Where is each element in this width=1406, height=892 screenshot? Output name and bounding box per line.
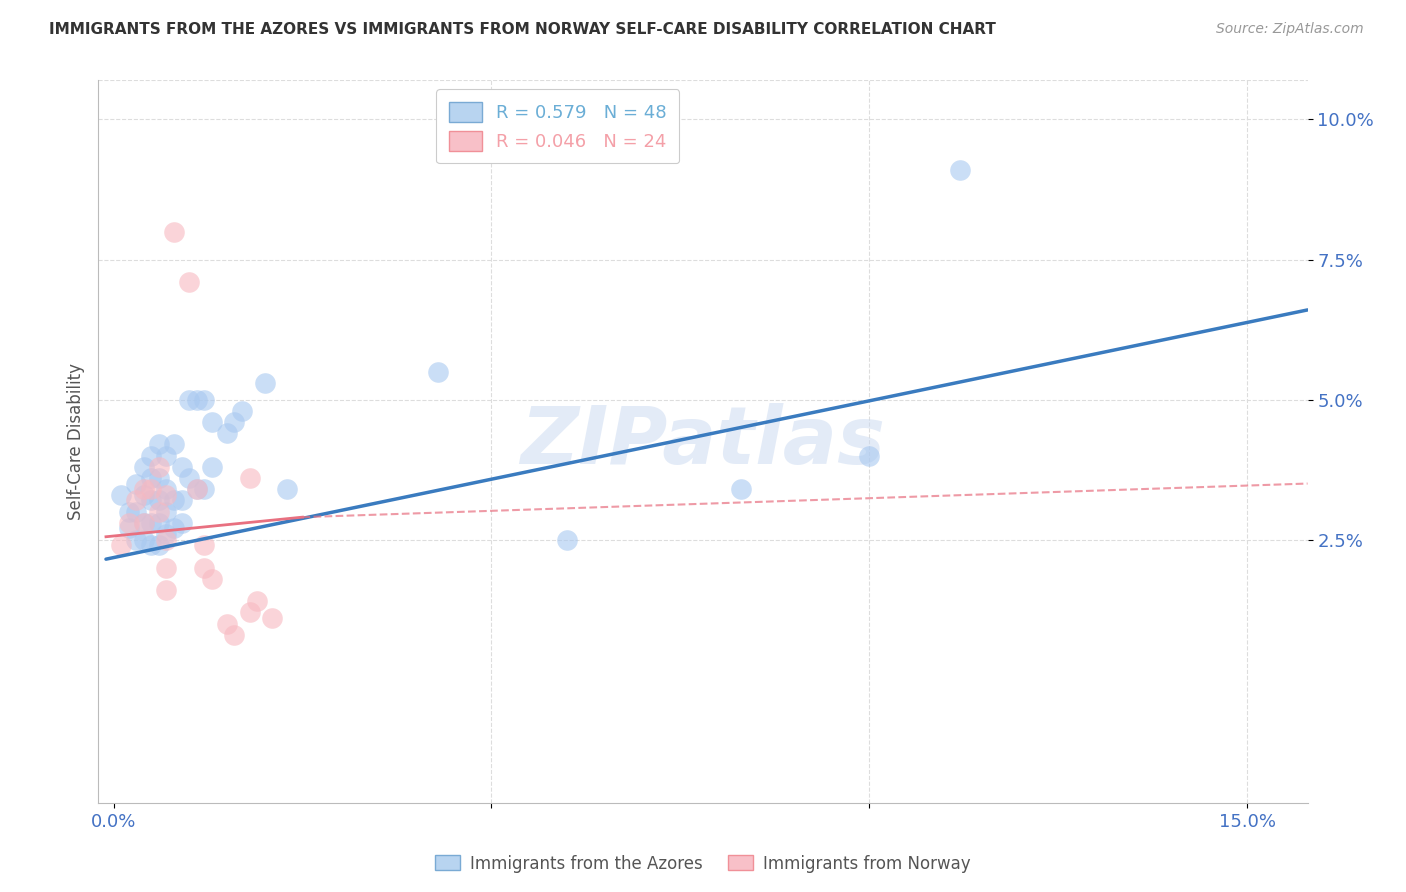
Point: [110, 488, 132, 502]
Y-axis label: Self-Care Disability: Self-Care Disability: [66, 363, 84, 520]
Point: [193, 560, 215, 574]
Point: [179, 275, 201, 289]
Point: [193, 392, 215, 407]
Text: Source: ZipAtlas.com: Source: ZipAtlas.com: [1216, 22, 1364, 37]
Point: [555, 533, 578, 547]
Point: [155, 488, 177, 502]
Point: [141, 493, 163, 508]
Point: [201, 459, 224, 474]
Point: [215, 426, 238, 441]
Point: [201, 415, 224, 429]
Point: [170, 493, 193, 508]
Point: [224, 415, 246, 429]
Point: [246, 594, 269, 608]
Point: [155, 582, 177, 597]
Text: ZIPatlas: ZIPatlas: [520, 402, 886, 481]
Point: [253, 376, 276, 390]
Point: [730, 482, 752, 496]
Legend: R = 0.579   N = 48, R = 0.046   N = 24: R = 0.579 N = 48, R = 0.046 N = 24: [436, 89, 679, 163]
Point: [186, 482, 208, 496]
Point: [163, 225, 186, 239]
Point: [224, 628, 246, 642]
Point: [132, 488, 155, 502]
Point: [125, 504, 148, 518]
Point: [170, 459, 193, 474]
Text: IMMIGRANTS FROM THE AZORES VS IMMIGRANTS FROM NORWAY SELF-CARE DISABILITY CORREL: IMMIGRANTS FROM THE AZORES VS IMMIGRANTS…: [49, 22, 995, 37]
Point: [148, 471, 170, 485]
Point: [155, 527, 177, 541]
Point: [155, 504, 177, 518]
Point: [262, 611, 284, 625]
Point: [132, 516, 155, 530]
Point: [125, 493, 148, 508]
Point: [276, 482, 298, 496]
Point: [201, 572, 224, 586]
Point: [231, 403, 253, 417]
Point: [110, 538, 132, 552]
Point: [193, 482, 215, 496]
Point: [155, 449, 177, 463]
Point: [118, 516, 141, 530]
Point: [148, 437, 170, 451]
Point: [141, 449, 163, 463]
Point: [215, 616, 238, 631]
Point: [132, 459, 155, 474]
Point: [179, 471, 201, 485]
Point: [125, 476, 148, 491]
Point: [170, 516, 193, 530]
Point: [125, 533, 148, 547]
Point: [858, 449, 880, 463]
Point: [155, 533, 177, 547]
Point: [163, 437, 186, 451]
Point: [148, 459, 170, 474]
Point: [155, 560, 177, 574]
Point: [141, 516, 163, 530]
Legend: Immigrants from the Azores, Immigrants from Norway: Immigrants from the Azores, Immigrants f…: [429, 848, 977, 880]
Point: [163, 521, 186, 535]
Point: [239, 471, 262, 485]
Point: [148, 538, 170, 552]
Point: [239, 606, 262, 620]
Point: [163, 493, 186, 508]
Point: [949, 162, 972, 177]
Point: [132, 516, 155, 530]
Point: [132, 533, 155, 547]
Point: [193, 538, 215, 552]
Point: [118, 504, 141, 518]
Point: [186, 392, 208, 407]
Point: [427, 365, 450, 379]
Point: [141, 482, 163, 496]
Point: [148, 504, 170, 518]
Point: [148, 516, 170, 530]
Point: [155, 482, 177, 496]
Point: [148, 493, 170, 508]
Point: [186, 482, 208, 496]
Point: [132, 482, 155, 496]
Point: [141, 538, 163, 552]
Point: [118, 521, 141, 535]
Point: [179, 392, 201, 407]
Point: [141, 471, 163, 485]
